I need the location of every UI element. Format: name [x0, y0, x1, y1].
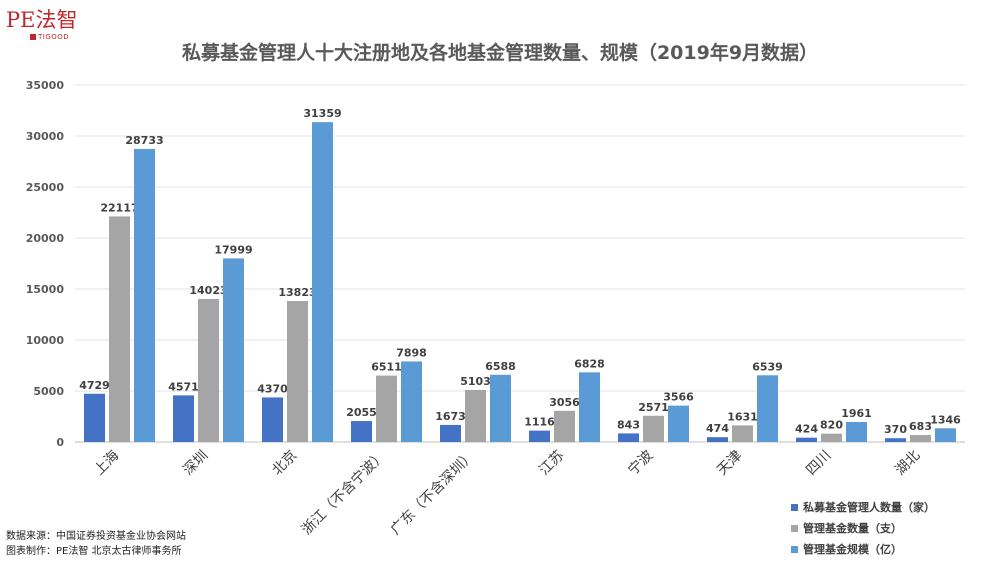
- data-label: 7898: [396, 346, 427, 359]
- bar: [84, 393, 105, 442]
- x-tick-label: 浙江（不含宁波）: [298, 447, 389, 538]
- logo-sub-label: TIGOOD: [38, 33, 70, 41]
- x-tick-label: 深圳: [180, 448, 211, 479]
- data-label: 28733: [125, 134, 163, 147]
- chart-title: 私募基金管理人十大注册地及各地基金管理数量、规模（2019年9月数据）: [181, 42, 819, 64]
- data-label: 1631: [727, 410, 758, 423]
- data-label: 5103: [460, 375, 491, 388]
- y-tick-label: 35000: [26, 79, 65, 92]
- data-label: 2571: [638, 401, 669, 414]
- data-label: 843: [617, 418, 640, 431]
- data-label: 17999: [214, 243, 252, 256]
- bar: [643, 415, 664, 442]
- bar: [376, 375, 397, 442]
- bar: [312, 122, 333, 443]
- bar: [351, 421, 372, 442]
- bar: [465, 389, 486, 442]
- bar: [134, 148, 155, 442]
- data-label: 6539: [752, 360, 783, 373]
- bar: [401, 361, 422, 442]
- bar: [490, 374, 511, 442]
- bar: [554, 410, 575, 442]
- legend-label: 管理基金规模（亿）: [803, 542, 902, 556]
- bar: [529, 430, 550, 442]
- data-label: 1116: [524, 416, 555, 429]
- bar: [440, 424, 461, 442]
- data-label: 424: [795, 423, 818, 436]
- y-tick-label: 15000: [26, 283, 65, 296]
- data-label: 31359: [303, 107, 341, 120]
- bar: [198, 298, 219, 442]
- y-tick-label: 25000: [26, 181, 65, 194]
- data-label: 6828: [574, 357, 605, 370]
- x-tick-label: 天津: [714, 448, 745, 479]
- data-label: 4729: [79, 379, 110, 392]
- y-tick-label: 5000: [33, 385, 64, 398]
- x-tick-label: 湖北: [892, 448, 923, 479]
- bar: [287, 301, 308, 442]
- x-tick-label: 江苏: [536, 448, 567, 479]
- chart-maker-note: 图表制作：PE法智 北京太古律师事务所: [6, 546, 182, 557]
- bar: [668, 405, 689, 442]
- logo-mark-icon: [30, 34, 36, 40]
- x-tick-label: 上海: [91, 448, 122, 479]
- bar: [821, 433, 842, 442]
- bar: [935, 428, 956, 442]
- bar: [796, 437, 817, 442]
- bar: [109, 216, 130, 442]
- logo-subtext: TIGOOD: [30, 33, 77, 41]
- legend-swatch: [791, 525, 798, 532]
- data-label: 13823: [278, 286, 316, 299]
- y-tick-label: 10000: [26, 334, 65, 347]
- data-label: 370: [884, 423, 907, 436]
- data-label: 2055: [346, 406, 377, 419]
- y-tick-label: 30000: [26, 130, 65, 143]
- data-label: 1961: [841, 407, 872, 420]
- data-label: 4370: [257, 382, 288, 395]
- data-label: 14023: [189, 284, 227, 297]
- bar: [846, 421, 867, 442]
- bar: [732, 425, 753, 442]
- data-label: 3566: [663, 391, 694, 404]
- bar: [262, 397, 283, 442]
- bar: [579, 372, 600, 442]
- x-tick-label: 广东（不含深圳）: [388, 448, 479, 539]
- legend-label: 私募基金管理人数量（家）: [803, 500, 935, 514]
- bar: [757, 375, 778, 442]
- data-label: 3056: [549, 396, 580, 409]
- logo-text: PE法智: [6, 8, 78, 32]
- legend-swatch: [791, 504, 798, 511]
- bar: [910, 435, 931, 442]
- data-label: 683: [909, 420, 932, 433]
- x-tick-label: 宁波: [625, 447, 657, 479]
- data-label: 6511: [371, 361, 402, 374]
- legend-label: 管理基金数量（支）: [803, 521, 902, 535]
- x-tick-label: 北京: [269, 448, 300, 479]
- data-label: 1673: [435, 410, 466, 423]
- logo: PE法智 TIGOOD: [6, 8, 77, 41]
- data-label: 4571: [168, 380, 199, 393]
- data-label: 474: [706, 422, 729, 435]
- bar: [618, 433, 639, 442]
- bar: [223, 258, 244, 442]
- legend-swatch: [791, 546, 798, 553]
- data-label: 1346: [930, 413, 961, 426]
- data-label: 22117: [100, 201, 138, 214]
- bar: [885, 438, 906, 442]
- y-tick-label: 20000: [26, 232, 65, 245]
- bar: [173, 395, 194, 442]
- data-source-note: 数据来源：中国证券投资基金业协会网站: [6, 531, 186, 542]
- bar: [707, 437, 728, 442]
- y-tick-label: 0: [56, 436, 64, 449]
- data-label: 820: [820, 419, 843, 432]
- x-tick-label: 四川: [803, 448, 834, 479]
- footer: 数据来源：中国证券投资基金业协会网站 图表制作：PE法智 北京太古律师事务所: [6, 529, 186, 559]
- data-label: 6588: [485, 360, 516, 373]
